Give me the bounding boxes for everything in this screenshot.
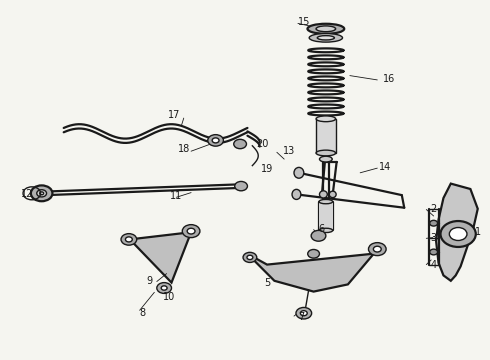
Ellipse shape [316,150,336,156]
Circle shape [235,181,247,191]
Polygon shape [247,247,380,292]
Ellipse shape [319,156,332,162]
Text: 7: 7 [298,312,304,322]
Ellipse shape [319,199,333,204]
Circle shape [37,190,47,197]
Ellipse shape [309,33,343,42]
Ellipse shape [329,191,336,198]
Circle shape [234,139,246,149]
Text: 5: 5 [264,278,270,288]
Polygon shape [436,184,478,281]
Text: 4: 4 [431,260,437,270]
Text: 9: 9 [147,276,152,286]
Circle shape [121,234,137,245]
Circle shape [368,243,386,256]
Ellipse shape [308,24,344,34]
Text: 18: 18 [177,144,190,154]
Text: 19: 19 [261,164,273,174]
Circle shape [182,225,200,238]
Circle shape [441,221,476,247]
Text: 20: 20 [256,139,269,149]
Circle shape [308,249,319,258]
Circle shape [187,228,195,234]
Text: 8: 8 [139,308,145,318]
Circle shape [125,237,132,242]
Ellipse shape [316,26,336,32]
Text: 1: 1 [475,227,481,237]
Circle shape [247,255,253,260]
Ellipse shape [318,36,335,40]
Circle shape [161,286,167,290]
Circle shape [157,283,172,293]
Circle shape [212,138,219,143]
Circle shape [40,192,44,195]
Ellipse shape [319,191,327,198]
Polygon shape [319,202,333,230]
Ellipse shape [294,167,304,178]
Text: 14: 14 [378,162,391,172]
Circle shape [373,246,381,252]
Text: 10: 10 [163,292,175,302]
Circle shape [31,185,52,201]
Polygon shape [130,232,191,283]
Text: 13: 13 [283,146,295,156]
Circle shape [430,220,438,226]
Circle shape [208,135,223,146]
Circle shape [296,307,312,319]
Circle shape [311,230,326,241]
Text: 12: 12 [21,189,33,199]
Text: 16: 16 [384,74,396,84]
Circle shape [449,228,467,240]
FancyBboxPatch shape [316,119,336,153]
Text: 15: 15 [297,17,310,27]
Ellipse shape [319,228,333,233]
Circle shape [243,252,257,262]
Text: 17: 17 [168,110,180,120]
Circle shape [300,311,307,316]
Ellipse shape [316,116,336,122]
Text: 6: 6 [318,224,324,234]
Text: 3: 3 [431,233,437,243]
Text: 11: 11 [171,191,182,201]
Text: 2: 2 [431,204,437,214]
Ellipse shape [292,189,301,199]
Circle shape [430,249,438,255]
